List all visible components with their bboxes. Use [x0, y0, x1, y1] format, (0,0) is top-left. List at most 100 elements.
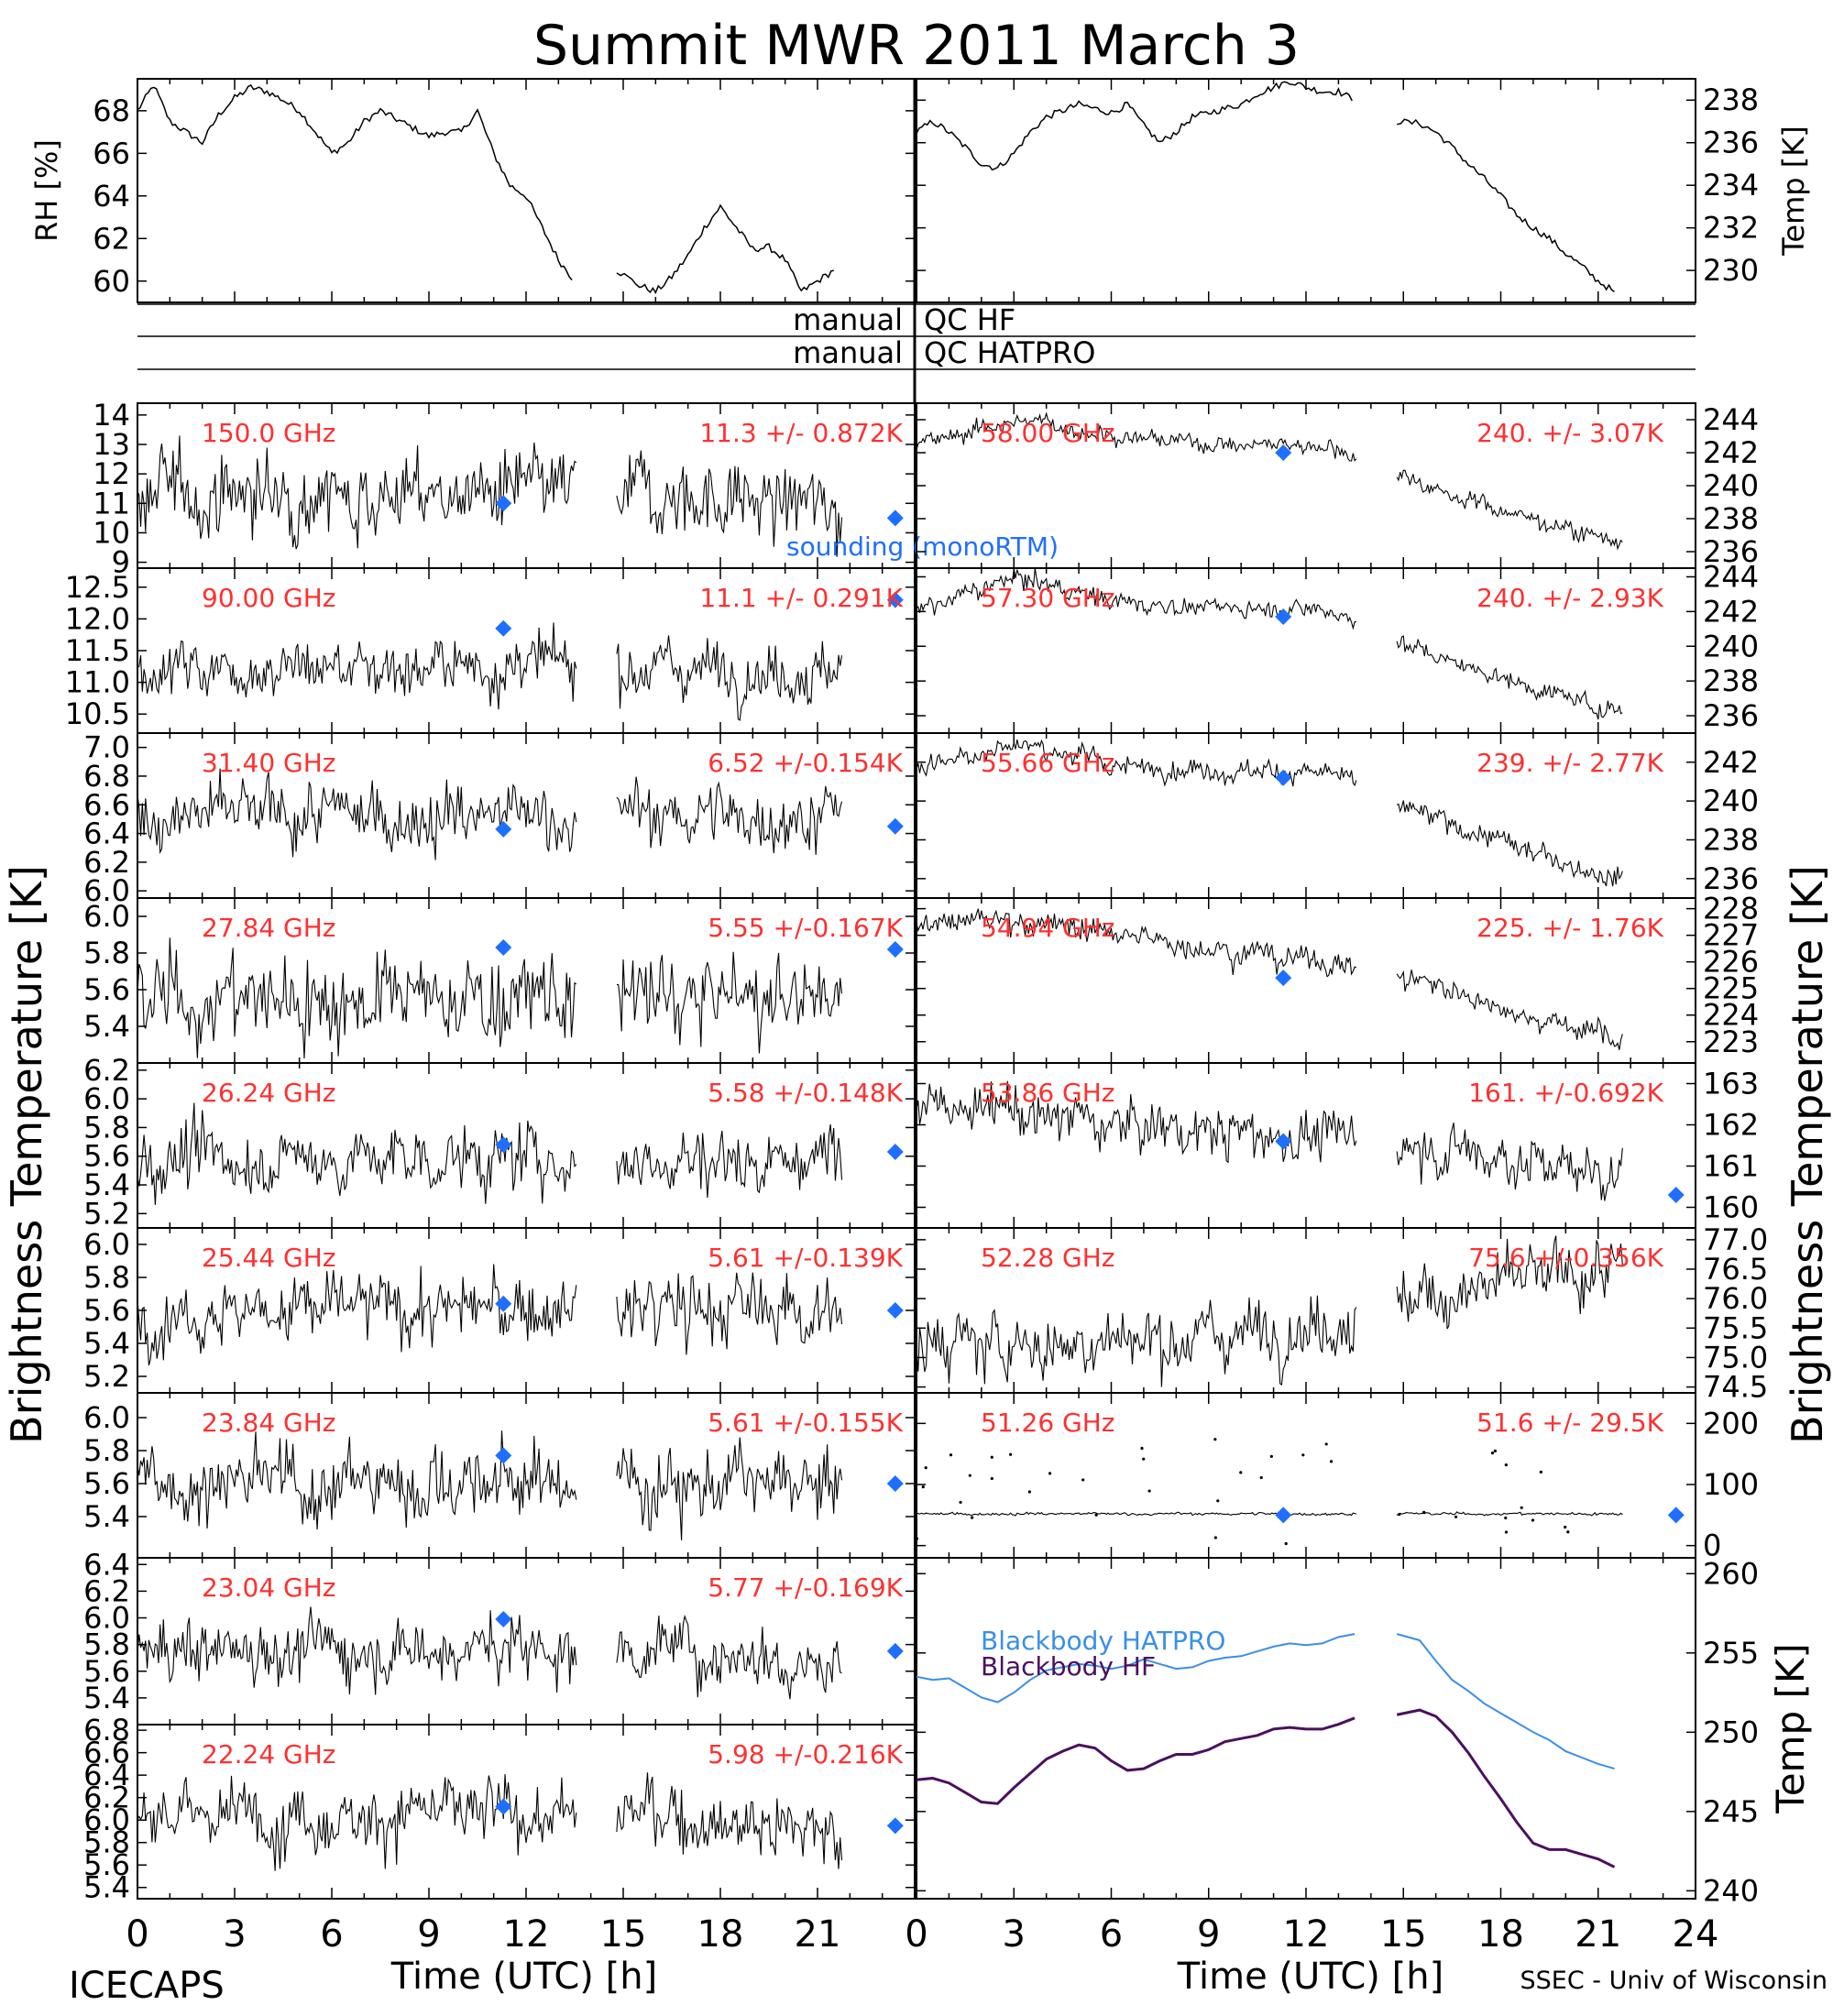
ytick-label: 5.4 [83, 1326, 130, 1361]
ytick-label: 6.0 [83, 899, 130, 934]
radiometer-trace [137, 937, 843, 1059]
xtick-label: 12 [503, 1913, 550, 1956]
footer-right-text: SSEC - Univ of Wisconsin [1520, 1967, 1828, 1995]
ytick-label: 160 [1703, 1190, 1759, 1225]
channel-frequency-label: 53.86 GHz [981, 1078, 1115, 1108]
right-channel-panel: 74.575.075.576.076.577.0 52.28 GHz 75.6 +/… [916, 1222, 1768, 1405]
spike-point [971, 1516, 974, 1519]
blackbody-panel: 240 245 250 255 260 Blackbody HATPROBlackbody… [916, 1556, 1813, 1908]
ytick-label: 5.4 [83, 1499, 130, 1534]
sounding-legend-label: sounding (monoRTM) [786, 531, 1059, 562]
channel-stats-label: 11.1 +/- 0.291K [699, 583, 903, 613]
ytick-label: 223 [1703, 1024, 1759, 1059]
channel-stats-label: 240. +/- 3.07K [1476, 418, 1663, 448]
left-channel-panel: 10.511.011.512.012.5 90.00 GHz 11.1 +/- 0.… [65, 567, 916, 734]
sounding-marker [495, 939, 512, 956]
ytick-label: 6.8 [83, 759, 130, 794]
spike-point [1269, 1454, 1273, 1458]
ytick-label: 6.0 [83, 1601, 130, 1636]
channel-frequency-label: 90.00 GHz [202, 583, 336, 613]
right-channel-panel: 160 161 162 163 53.86 GHz 161. +/-0.692K [916, 1062, 1759, 1229]
ytick-label: 0 [1703, 1528, 1721, 1563]
channel-stats-label: 161. +/-0.692K [1468, 1078, 1663, 1108]
ytick-label: 6.2 [83, 1573, 130, 1608]
xtick-label: 15 [1380, 1913, 1427, 1956]
ytick-label: 244 [1703, 559, 1759, 594]
ytick-label: 226 [1703, 945, 1759, 980]
qc-hatpro-right-label: QC HATPRO [924, 335, 1095, 370]
spike-point [1504, 1516, 1508, 1520]
ytick-label: 228 [1703, 892, 1759, 926]
sounding-marker [1275, 444, 1292, 461]
spike-point [1324, 1442, 1328, 1446]
temp-panel: 230 232 234 236 238 Temp [K] [916, 78, 1811, 303]
ytick-label: 9 [112, 545, 130, 580]
ytick-label: 6.2 [83, 845, 130, 880]
sounding-marker [495, 619, 512, 637]
sounding-marker [495, 1798, 512, 1815]
ytick-label: 5.8 [83, 1110, 130, 1145]
sounding-marker [1667, 1507, 1685, 1524]
ytick-label: 232 [1703, 211, 1759, 246]
spike-point [1566, 1530, 1570, 1534]
ytick-label: 234 [1703, 168, 1759, 203]
spike-point [1259, 1475, 1263, 1480]
xtick-label: 21 [795, 1913, 841, 1956]
blackbody-hf-line [916, 1716, 1356, 1805]
sounding-marker [886, 1475, 904, 1492]
ytick-label: 250 [1703, 1715, 1759, 1749]
ytick-label: 6.4 [83, 1547, 130, 1582]
channel-frequency-label: 31.40 GHz [202, 748, 336, 778]
ytick-label: 240 [1703, 629, 1759, 663]
sounding-marker [886, 1642, 904, 1660]
spike-point [1239, 1471, 1243, 1474]
spike-point [1398, 1512, 1401, 1517]
blackbody-hf-line [1396, 1708, 1616, 1868]
channel-stats-label: 5.98 +/-0.216K [708, 1739, 903, 1769]
xlabel-left: Time (UTC) [h] [390, 1956, 657, 1998]
ytick-label: 6.4 [83, 816, 130, 851]
ytick-label: 5.6 [83, 1293, 130, 1328]
radiometer-trace [916, 1080, 1623, 1201]
ytick-label: 5.2 [83, 1359, 130, 1394]
ytick-label: 5.8 [83, 1627, 130, 1662]
channel-frequency-label: 58.00 GHz [981, 418, 1115, 448]
ytick-label: 236 [1703, 698, 1759, 733]
sounding-marker [886, 1302, 904, 1319]
channel-frequency-label: 55.66 GHz [981, 748, 1115, 778]
spike-point [1531, 1518, 1535, 1522]
xtick-label: 6 [1100, 1913, 1123, 1956]
spike-point [1081, 1478, 1085, 1482]
footer-left-text: ICECAPS [69, 1965, 225, 2007]
left-channel-panel: 5.45.65.86.0 23.84 GHz 5.61 +/-0.155K [83, 1392, 916, 1559]
blackbody-hf-label: Blackbody HF [981, 1651, 1156, 1682]
ytick-label: 11 [93, 486, 130, 520]
ytick-label: 6.0 [83, 873, 130, 908]
channel-frequency-label: 52.28 GHz [981, 1243, 1115, 1273]
spike-point [1094, 1513, 1098, 1517]
ytick-label: 238 [1703, 822, 1759, 857]
x-tick-labels: 0 3 6 9 12 15 18 21 0 3 6 9 12 15 18 21 24 [126, 1913, 1718, 1956]
channel-stats-label: 225. +/- 1.76K [1476, 913, 1663, 943]
qc-hf-right-label: QC HF [924, 302, 1015, 337]
ytick-label: 227 [1703, 918, 1759, 953]
radiometer-trace [137, 1772, 843, 1871]
ytick-label: 60 [93, 264, 130, 299]
spike-point [949, 1453, 953, 1457]
ytick-label: 224 [1703, 998, 1759, 1033]
channel-stats-label: 5.77 +/-0.169K [708, 1572, 903, 1603]
channel-stats-label: 75.6 +/-0.356K [1468, 1243, 1663, 1273]
blackbody-hatpro-label: Blackbody HATPRO [981, 1626, 1225, 1656]
ytick-label: 11.5 [65, 633, 130, 668]
spike-point [990, 1455, 993, 1459]
rh-panel: 60 62 64 66 68 RH [%] [29, 78, 916, 303]
spike-point [1216, 1499, 1220, 1503]
radiometer-trace [916, 1235, 1623, 1387]
sounding-marker [1275, 608, 1292, 626]
ytick-label: 6.6 [83, 787, 130, 822]
ytick-label: 13 [93, 427, 130, 462]
radiometer-trace [137, 622, 843, 721]
spike-point [1213, 1438, 1217, 1441]
ytick-label: 5.8 [83, 1260, 130, 1295]
channel-frequency-label: 23.04 GHz [202, 1572, 336, 1603]
